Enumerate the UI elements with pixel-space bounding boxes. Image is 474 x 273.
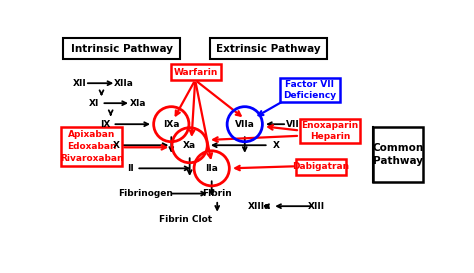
Text: XIa: XIa — [130, 99, 146, 108]
Text: X: X — [113, 141, 120, 150]
Text: Xa: Xa — [183, 141, 196, 150]
Text: VII: VII — [286, 120, 300, 129]
Text: Fibrin: Fibrin — [202, 189, 232, 198]
Text: IX: IX — [100, 120, 110, 129]
FancyBboxPatch shape — [374, 127, 423, 182]
FancyBboxPatch shape — [171, 64, 221, 80]
FancyBboxPatch shape — [296, 159, 346, 175]
Text: Apixaban
Edoxaban
Rivaroxaban: Apixaban Edoxaban Rivaroxaban — [60, 130, 123, 163]
FancyBboxPatch shape — [210, 38, 328, 59]
FancyBboxPatch shape — [300, 119, 360, 143]
FancyBboxPatch shape — [63, 38, 181, 59]
Text: Warfarin: Warfarin — [174, 68, 218, 77]
Text: XI: XI — [89, 99, 100, 108]
Text: Extrinsic Pathway: Extrinsic Pathway — [216, 43, 321, 54]
Text: Fibrinogen: Fibrinogen — [118, 189, 173, 198]
FancyBboxPatch shape — [61, 127, 122, 166]
Text: Common
Pathway: Common Pathway — [373, 143, 424, 166]
Text: X: X — [273, 141, 280, 150]
Text: IXa: IXa — [163, 120, 180, 129]
Text: XIII: XIII — [308, 202, 325, 211]
Text: XII: XII — [73, 79, 86, 88]
Text: VIIa: VIIa — [235, 120, 255, 129]
Text: Factor VII
Deficiency: Factor VII Deficiency — [283, 80, 337, 100]
Text: IIa: IIa — [205, 164, 218, 173]
Text: XIIIa: XIIIa — [248, 202, 271, 211]
FancyBboxPatch shape — [280, 78, 340, 102]
Text: XIIa: XIIa — [114, 79, 134, 88]
Text: Dabigatran: Dabigatran — [292, 162, 349, 171]
Text: II: II — [128, 164, 134, 173]
Text: Intrinsic Pathway: Intrinsic Pathway — [71, 43, 173, 54]
Text: Fibrin Clot: Fibrin Clot — [159, 215, 212, 224]
Text: Enoxaparin
Heparin: Enoxaparin Heparin — [301, 121, 359, 141]
